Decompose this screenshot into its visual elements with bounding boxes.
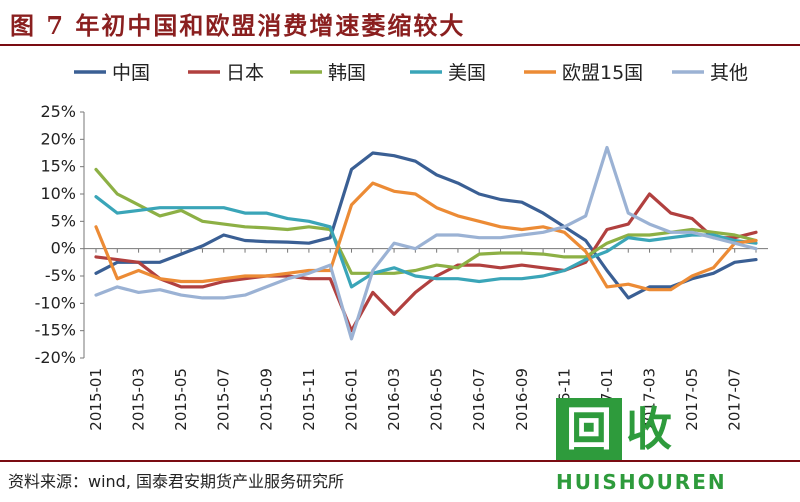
- watermark-latin-text: HUISHOUREN: [556, 470, 727, 494]
- legend-label: 其他: [710, 62, 748, 84]
- y-tick-label: 5%: [51, 211, 76, 230]
- line-chart: 中国 日本 韩国 美国 欧盟15国 其他 -20% -15% -10% -5% 0% 5% 10% 15…: [35, 62, 768, 431]
- y-tick-label: 20%: [40, 129, 76, 148]
- x-tick-label: 2016-01: [342, 368, 360, 431]
- chart-legend: 中国 日本 韩国 美国 欧盟15国 其他: [74, 62, 748, 84]
- y-tick-label: 10%: [40, 184, 76, 203]
- watermark-logo-char: 收: [626, 402, 672, 456]
- x-tick-label: 2015-07: [215, 368, 233, 431]
- watermark-logo-box: 回: [556, 398, 622, 460]
- x-tick-label: 2017-05: [683, 368, 701, 431]
- x-tick-label: 2015-11: [300, 368, 318, 431]
- x-tick-label: 2016-09: [513, 368, 531, 431]
- legend-label: 韩国: [328, 62, 366, 84]
- y-tick-label: -5%: [45, 266, 76, 285]
- legend-label: 中国: [112, 62, 150, 84]
- title-bar: 图 7 年初中国和欧盟消费增速萎缩较大: [0, 0, 800, 46]
- series-line-韩国: [94, 167, 758, 275]
- x-tick-label: 2017-03: [641, 368, 659, 431]
- series-line-美国: [94, 195, 758, 289]
- x-tick-label: 2015-09: [257, 368, 275, 431]
- legend-label: 美国: [448, 62, 486, 84]
- y-tick-label: -10%: [35, 293, 76, 312]
- x-tick-label: 2016-03: [385, 368, 403, 431]
- y-tick-label: 25%: [40, 102, 76, 121]
- chart-axes: -20% -15% -10% -5% 0% 5% 10% 15% 20% 25% 2015-01 20…: [35, 102, 768, 431]
- series-line-欧盟15国: [94, 181, 758, 292]
- y-tick-label: 0%: [51, 239, 76, 258]
- figure-title: 图 7 年初中国和欧盟消费增速萎缩较大: [10, 11, 466, 40]
- y-tick-label: 15%: [40, 157, 76, 176]
- series-line-其他: [94, 145, 758, 341]
- x-tick-label: 2017-07: [726, 368, 744, 431]
- x-tick-label: 2016-05: [428, 368, 446, 431]
- legend-label: 欧盟15国: [562, 62, 643, 84]
- x-tick-label: 2016-07: [470, 368, 488, 431]
- x-tick-label: 2015-01: [87, 368, 105, 431]
- x-tick-label: 2015-03: [130, 368, 148, 431]
- y-tick-label: -15%: [35, 321, 76, 340]
- y-tick-label: -20%: [35, 348, 76, 367]
- source-note: 资料来源：wind, 国泰君安期货产业服务研究所: [8, 472, 345, 491]
- series-line-日本: [94, 192, 758, 333]
- chart-series: [94, 145, 758, 341]
- legend-label: 日本: [226, 62, 264, 84]
- source-bar: 资料来源：wind, 国泰君安期货产业服务研究所: [0, 460, 800, 502]
- x-tick-label: 2015-05: [172, 368, 190, 431]
